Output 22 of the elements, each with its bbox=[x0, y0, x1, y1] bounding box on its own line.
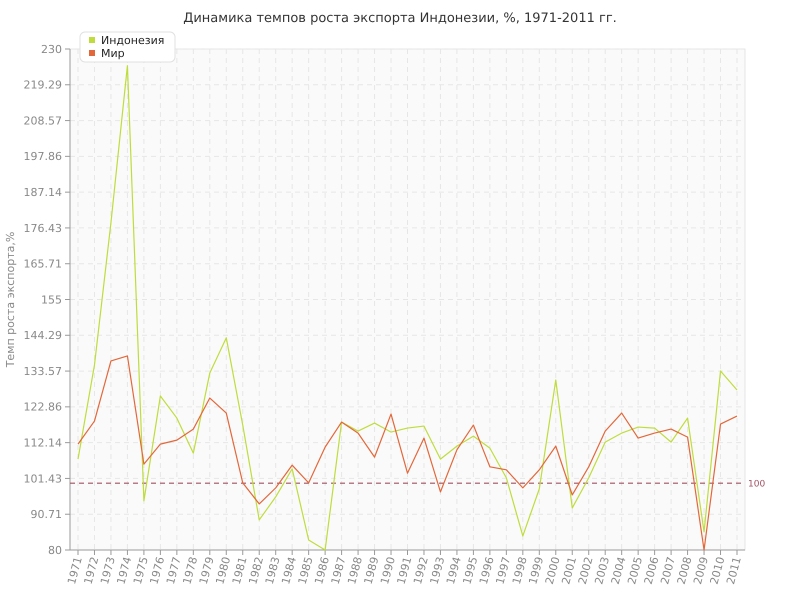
y-tick-label: 144.29 bbox=[24, 329, 62, 342]
line-series bbox=[77, 65, 738, 551]
y-tick-label: 187.14 bbox=[24, 186, 62, 199]
y-tick-label: 112.14 bbox=[24, 436, 62, 450]
y-tick-label: 230 bbox=[41, 42, 62, 56]
y-tick-label: 122.86 bbox=[24, 400, 62, 414]
y-tick-label: 219.29 bbox=[24, 78, 62, 92]
y-tick-label: 176.43 bbox=[24, 222, 62, 235]
y-tick-label: 80 bbox=[48, 544, 62, 557]
y-tick-label: 133.57 bbox=[24, 364, 62, 378]
y-tick-label: 165.71 bbox=[24, 258, 62, 271]
legend-label: Индонезия bbox=[101, 34, 164, 47]
y-tick-label: 197.86 bbox=[24, 150, 62, 164]
y-tick-label: 208.57 bbox=[24, 114, 62, 128]
y-tick-label: 155 bbox=[41, 293, 62, 306]
y-axis-title: Темп роста экспорта,% bbox=[4, 232, 17, 368]
legend-label: Мир bbox=[101, 46, 125, 60]
line-series bbox=[77, 355, 738, 551]
ref-line-label: 100 bbox=[748, 479, 766, 490]
y-tick-label: 90.71 bbox=[30, 508, 62, 522]
y-tick-label: 101.43 bbox=[24, 472, 62, 486]
chart-title: Динамика темпов роста экспорта Индонезии, %, 1971-2011 гг. bbox=[183, 11, 617, 26]
